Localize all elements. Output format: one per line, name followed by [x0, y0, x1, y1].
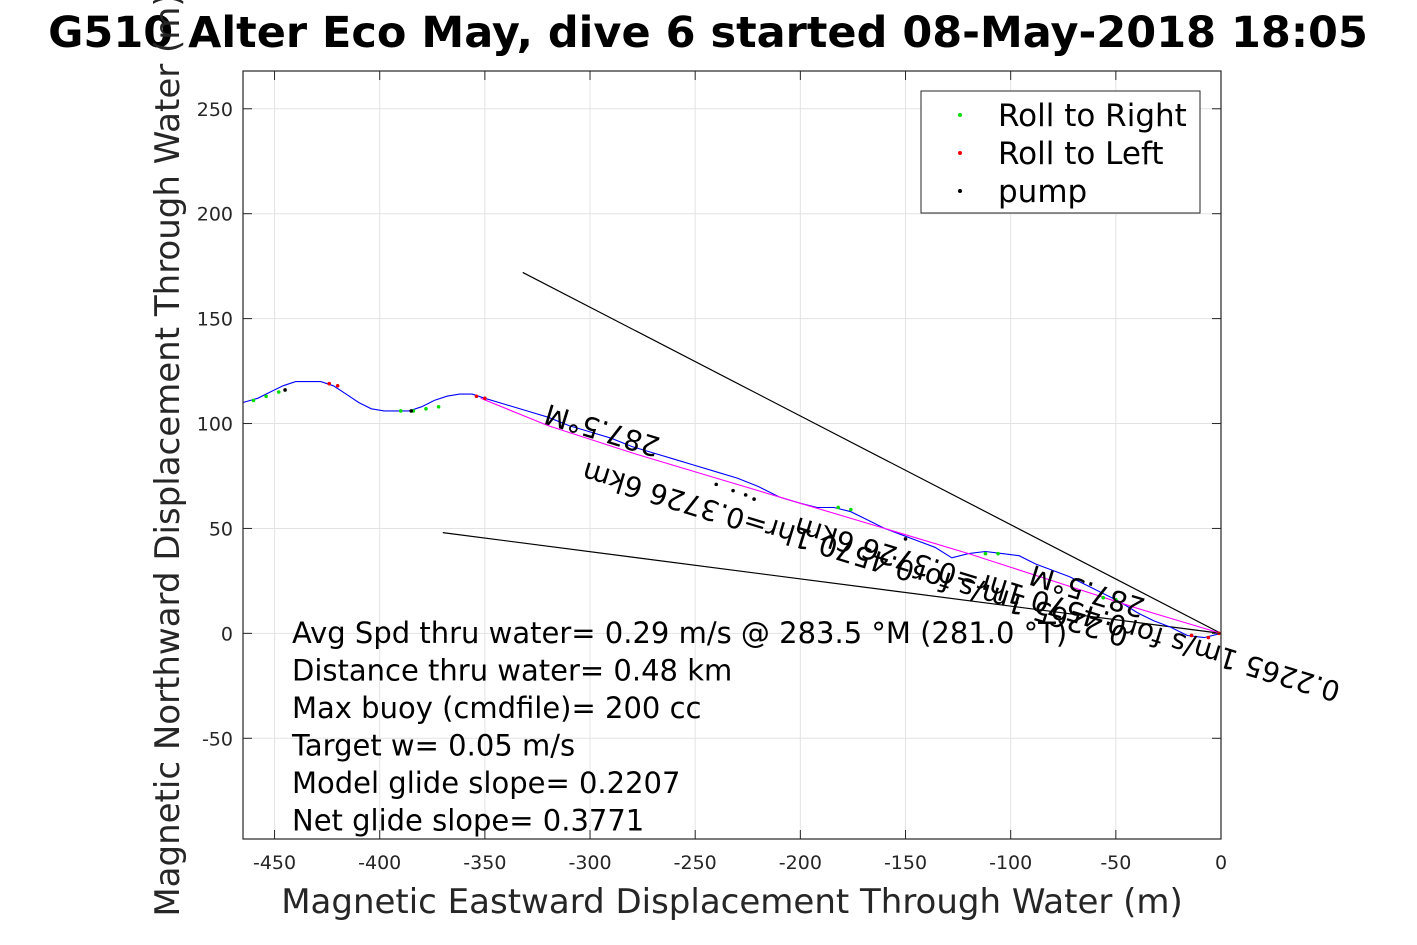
y-tick-label: -50 [202, 728, 233, 750]
x-tick-label: -450 [253, 852, 296, 874]
roll-left-marker [335, 383, 340, 388]
x-tick-label: -200 [779, 852, 822, 874]
legend-marker [958, 151, 962, 155]
pump-marker [409, 409, 414, 413]
series-line-1 [242, 381, 1222, 639]
legend-label: pump [998, 174, 1087, 210]
roll-right-marker [849, 507, 853, 512]
x-tick-label: -150 [884, 852, 927, 874]
y-tick-label: 50 [209, 518, 233, 540]
x-tick-label: -350 [463, 852, 506, 874]
roll-left-marker [483, 396, 487, 401]
y-tick-label: 250 [197, 99, 233, 121]
pump-marker [903, 537, 908, 541]
reference-line [442, 532, 1222, 634]
roll-left-marker [474, 394, 479, 399]
pump-marker [731, 488, 735, 493]
y-tick-label: 0 [221, 623, 233, 645]
roll-right-marker [398, 409, 403, 413]
annotation-line: Target w= 0.05 m/s [291, 729, 575, 763]
x-tick-label: -400 [358, 852, 401, 874]
legend-box [920, 90, 1201, 214]
legend-label: Roll to Right [998, 98, 1187, 134]
annotation-line: Model glide slope= 0.2207 [292, 766, 680, 800]
legend-label: Roll to Left [998, 136, 1164, 172]
x-tick-label: -50 [1100, 852, 1131, 874]
pump-marker [283, 388, 287, 392]
plot-area [242, 70, 1222, 840]
roll-right-marker [276, 390, 281, 394]
pump-marker [743, 493, 748, 497]
annotation-line: Net glide slope= 0.3771 [292, 804, 644, 838]
x-axis-label: Magnetic Eastward Displacement Through W… [281, 882, 1183, 922]
pump-marker [752, 497, 756, 501]
pump-marker [714, 482, 719, 487]
x-tick-label: -100 [989, 852, 1032, 874]
y-tick-label: 200 [197, 204, 233, 226]
roll-left-marker [327, 381, 332, 386]
roll-right-marker [1114, 597, 1118, 602]
legend-marker [958, 113, 962, 117]
roll-right-marker [1101, 595, 1106, 600]
roll-right-marker [251, 398, 256, 403]
roll-left-marker [1206, 635, 1211, 640]
x-tick-label: -300 [568, 852, 611, 874]
series-line-2 [480, 397, 1222, 634]
reference-line [522, 271, 1222, 634]
roll-right-marker [836, 505, 841, 510]
roll-right-marker [264, 394, 268, 399]
x-tick-label: 0 [1215, 852, 1227, 874]
roll-right-marker [996, 551, 1000, 556]
annotation-line: Distance thru water= 0.48 km [292, 654, 732, 688]
y-tick-label: 150 [197, 309, 233, 331]
legend-marker [958, 189, 962, 193]
x-tick-label: -250 [674, 852, 717, 874]
annotation-line: Avg Spd thru water= 0.29 m/s @ 283.5 °M … [292, 616, 1067, 650]
chart-title: G510 Alter Eco May, dive 6 started 08-Ma… [48, 8, 1368, 58]
roll-left-marker [1189, 633, 1194, 638]
roll-right-marker [983, 551, 988, 556]
y-tick-label: 100 [197, 414, 233, 436]
y-axis-label: Magnetic Northward Displacement Through … [148, 0, 188, 917]
roll-right-marker [424, 407, 428, 411]
roll-right-marker [436, 404, 441, 409]
annotation-line: Max buoy (cmdfile)= 200 cc [292, 691, 701, 725]
